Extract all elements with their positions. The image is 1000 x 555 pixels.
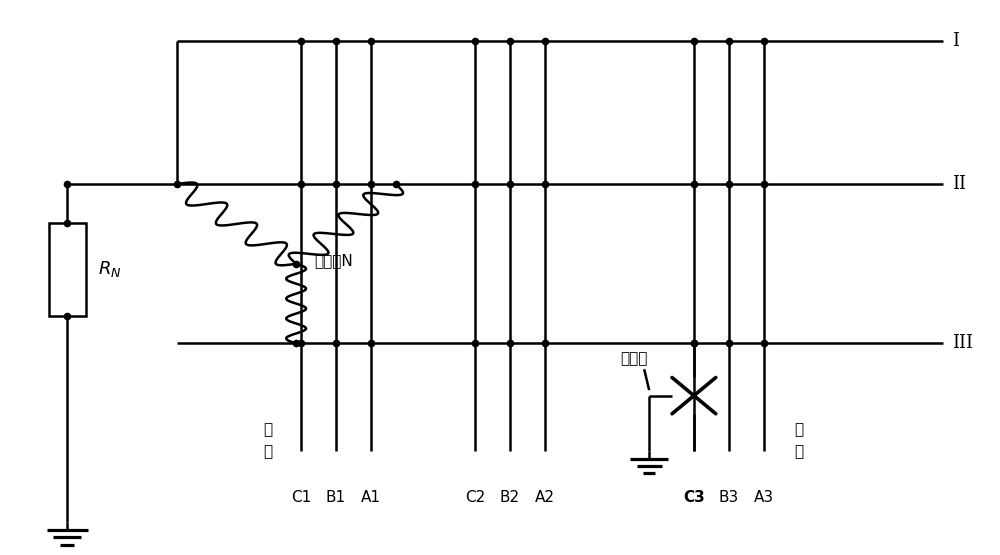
Text: A2: A2 [535,490,555,505]
Text: A3: A3 [753,490,774,505]
Text: B1: B1 [326,490,346,505]
Text: 故障点: 故障点 [621,351,648,366]
Text: II: II [952,175,966,193]
Text: 中性点N: 中性点N [314,254,353,269]
Text: 馈: 馈 [794,422,803,437]
Bar [49,223,86,316]
Text: C2: C2 [465,490,485,505]
Text: B2: B2 [500,490,520,505]
Text: I: I [952,32,959,51]
Text: B3: B3 [719,490,739,505]
Text: C1: C1 [291,490,311,505]
Text: 线: 线 [794,444,803,459]
Text: $R_N$: $R_N$ [98,259,122,279]
Text: C3: C3 [683,490,705,505]
Text: 线: 线 [264,444,273,459]
Text: 馈: 馈 [264,422,273,437]
Text: III: III [952,335,973,352]
Text: A1: A1 [361,490,381,505]
